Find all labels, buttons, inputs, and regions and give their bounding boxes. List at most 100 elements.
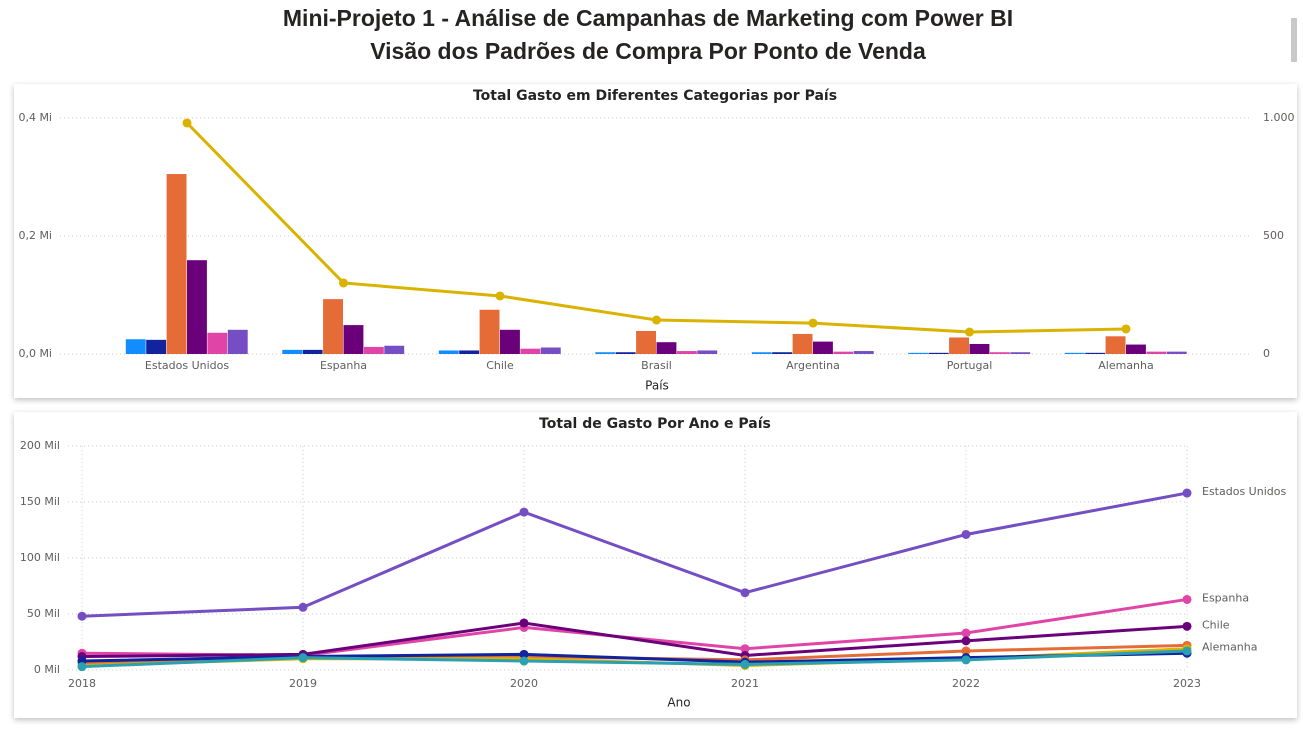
bar	[1166, 351, 1187, 354]
y2-tick-label: 500	[1263, 229, 1284, 242]
x-tick-label: Chile	[486, 359, 514, 372]
chart-title: Total Gasto em Diferentes Categorias por…	[473, 88, 837, 104]
x-tick-label: 2019	[289, 677, 317, 690]
bar	[125, 339, 146, 354]
point	[519, 649, 529, 659]
y-tick-label: 0,4 Mi	[18, 111, 52, 124]
line	[81, 649, 1188, 669]
point	[339, 278, 348, 288]
bar	[1105, 336, 1126, 354]
point	[1121, 324, 1131, 334]
page-title: Mini-Projeto 1 - Análise de Campanhas de…	[283, 5, 1013, 31]
point	[298, 602, 308, 612]
bar	[676, 351, 697, 354]
bar	[520, 348, 541, 354]
y-tick-label: 100 Mil	[20, 551, 60, 564]
point	[1182, 621, 1192, 631]
point	[961, 628, 971, 638]
bar	[323, 299, 343, 354]
x-tick-label: Portugal	[947, 359, 993, 372]
chart-card	[14, 412, 1297, 718]
point	[961, 636, 971, 646]
y-tick-label: 50 Mil	[27, 607, 60, 620]
point	[961, 646, 971, 656]
bar	[772, 352, 793, 354]
point	[519, 507, 529, 517]
bar	[615, 352, 636, 354]
bar	[949, 337, 969, 354]
bar	[343, 325, 364, 354]
bar	[813, 341, 833, 354]
series-label: Alemanha	[1202, 641, 1258, 654]
bar	[656, 342, 677, 354]
bar	[792, 333, 813, 354]
point	[740, 588, 750, 598]
point	[519, 656, 529, 666]
y-tick-label: 200 Mil	[20, 439, 60, 452]
y-tick-label: 0,0 Mi	[18, 347, 52, 360]
x-axis-title: País	[645, 379, 669, 393]
bar	[1010, 352, 1031, 354]
bar	[833, 351, 854, 354]
bar	[928, 352, 949, 354]
x-tick-label: 2021	[731, 677, 759, 690]
x-tick-label: Alemanha	[1098, 359, 1154, 372]
bar	[187, 260, 207, 354]
bar	[989, 352, 1010, 354]
bar	[166, 174, 187, 354]
point	[519, 618, 529, 628]
bar	[595, 352, 616, 354]
x-tick-label: 2020	[510, 677, 538, 690]
point	[495, 291, 505, 301]
bar	[207, 332, 228, 354]
bar	[282, 349, 303, 354]
point	[298, 653, 308, 663]
point	[740, 659, 750, 669]
y-tick-label: 0 Mil	[34, 663, 60, 676]
point	[652, 315, 661, 325]
bar	[459, 350, 480, 354]
chart-title: Total de Gasto Por Ano e País	[539, 416, 771, 432]
line	[81, 491, 1188, 618]
point	[808, 318, 818, 328]
series-label: Chile	[1202, 618, 1230, 631]
point	[961, 529, 971, 539]
y2-tick-label: 0	[1263, 347, 1270, 360]
bar	[540, 347, 561, 354]
point	[77, 611, 87, 621]
x-tick-label: Brasil	[641, 359, 672, 372]
bar	[751, 352, 772, 354]
bar	[969, 343, 990, 354]
y-tick-label: 150 Mil	[20, 495, 60, 508]
x-tick-label: Estados Unidos	[145, 359, 229, 372]
bar	[1085, 352, 1106, 354]
bar	[697, 350, 718, 354]
scrollbar[interactable]	[1291, 18, 1297, 62]
line	[81, 621, 1188, 659]
bar	[853, 351, 874, 354]
point	[1182, 488, 1192, 498]
bar	[363, 346, 384, 354]
bar	[1126, 344, 1146, 354]
x-tick-label: Espanha	[320, 359, 367, 372]
x-tick-label: 2018	[68, 677, 96, 690]
point	[961, 655, 971, 665]
point	[965, 327, 974, 337]
point	[1182, 646, 1192, 656]
x-tick-label: 2023	[1173, 677, 1201, 690]
bar	[438, 350, 459, 354]
point	[182, 118, 192, 128]
bar	[636, 330, 656, 354]
point	[77, 662, 87, 672]
series-label: Espanha	[1202, 591, 1249, 604]
y2-tick-label: 1.000	[1263, 111, 1295, 124]
bar	[1064, 352, 1085, 354]
bar	[1146, 351, 1167, 354]
bar	[500, 329, 520, 354]
bar	[908, 352, 929, 354]
x-axis-title: Ano	[667, 696, 690, 710]
x-tick-label: 2022	[952, 677, 980, 690]
bar	[302, 349, 323, 354]
x-tick-label: Argentina	[786, 359, 840, 372]
